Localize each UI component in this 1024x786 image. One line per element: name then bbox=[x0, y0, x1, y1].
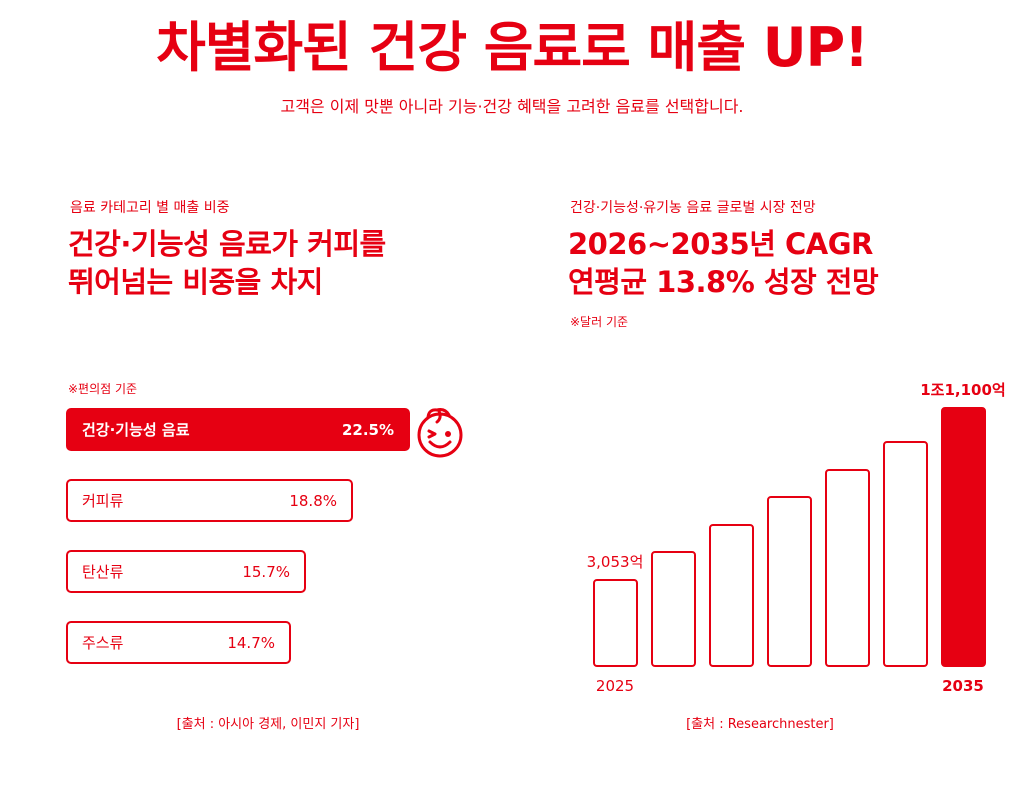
page-headline: 차별화된 건강 음료로 매출 UP! bbox=[156, 16, 869, 79]
forecast-bar bbox=[593, 579, 638, 667]
right-note: ※달러 기준 bbox=[570, 315, 629, 329]
forecast-value-label: 1조1,100억 bbox=[920, 381, 1006, 399]
left-note: ※편의점 기준 bbox=[68, 382, 138, 396]
forecast-bar bbox=[883, 441, 928, 667]
category-bar: 탄산류 15.7% bbox=[66, 550, 306, 593]
forecast-year-label: 2035 bbox=[942, 677, 984, 695]
category-bar: 주스류 14.7% bbox=[66, 621, 291, 664]
forecast-bar bbox=[709, 523, 754, 667]
forecast-bar bbox=[941, 407, 986, 667]
right-heading-line2: 연평균 13.8% 성장 전망 bbox=[568, 265, 879, 299]
smiling-face-icon bbox=[415, 405, 465, 459]
category-value: 15.7% bbox=[242, 562, 290, 581]
forecast-value-label: 3,053억 bbox=[586, 553, 644, 571]
category-label: 탄산류 bbox=[82, 563, 124, 581]
category-bar: 건강·기능성 음료 22.5% bbox=[66, 408, 410, 451]
left-eyebrow: 음료 카테고리 별 매출 비중 bbox=[70, 200, 230, 216]
right-source: [출처 : Researchnester] bbox=[686, 717, 834, 732]
forecast-year-label: 2025 bbox=[595, 677, 635, 695]
left-heading-line1: 건강·기능성 음료가 커피를 bbox=[68, 227, 386, 261]
forecast-bar bbox=[651, 551, 696, 667]
left-heading-line2: 뛰어넘는 비중을 차지 bbox=[68, 265, 323, 299]
forecast-bar bbox=[825, 468, 870, 667]
right-eyebrow: 건강·기능성·유기농 음료 글로벌 시장 전망 bbox=[570, 200, 816, 216]
category-value: 14.7% bbox=[227, 633, 275, 652]
category-bar: 커피류 18.8% bbox=[66, 479, 353, 522]
category-label: 건강·기능성 음료 bbox=[82, 421, 190, 439]
forecast-bar bbox=[767, 496, 812, 667]
right-heading-line1: 2026~2035년 CAGR bbox=[568, 227, 873, 261]
page-subtitle: 고객은 이제 맛뿐 아니라 기능·건강 혜택을 고려한 음료를 선택합니다. bbox=[280, 97, 744, 116]
category-value: 18.8% bbox=[289, 491, 337, 510]
category-label: 커피류 bbox=[82, 492, 124, 510]
category-value: 22.5% bbox=[341, 420, 394, 439]
category-label: 주스류 bbox=[82, 634, 124, 652]
left-source: [출처 : 아시아 경제, 이민지 기자] bbox=[176, 717, 360, 732]
